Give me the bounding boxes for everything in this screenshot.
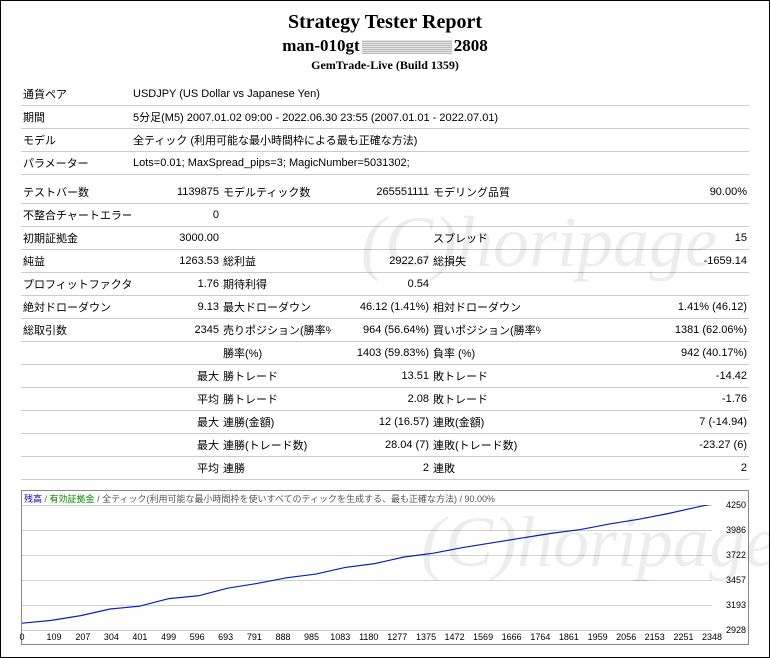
avg-cons-win-value: 2 (331, 457, 431, 480)
cons-profit-count-value: 28.04 (7) (331, 434, 431, 457)
period-label: 期間 (21, 106, 131, 129)
spread-label: スプレッド (431, 227, 541, 250)
symbol-label: 通貨ペア (21, 83, 131, 106)
cons-loss-money-value: 7 (-14.94) (541, 411, 749, 434)
avg-profit-value: 2.08 (331, 388, 431, 411)
avg-loss-value: -1.76 (541, 388, 749, 411)
largest-label: 最大 (131, 365, 221, 388)
legend-equity: 有効証拠金 (50, 494, 95, 504)
rel-dd-label: 相対ドローダウン (431, 296, 541, 319)
quality-label: モデリング品質 (431, 181, 541, 204)
bars-label: テストバー数 (21, 181, 131, 204)
build-info: GemTrade-Live (Build 1359) (21, 58, 749, 73)
period-value: 5分足(M5) 2007.01.02 09:00 - 2022.06.30 23… (131, 106, 749, 129)
largest-loss-label: 敗トレード (431, 365, 541, 388)
strategy-prefix: man-010gt (282, 36, 359, 55)
quality-value: 90.00% (541, 181, 749, 204)
cons-loss-money-label: 連敗(金額) (431, 411, 541, 434)
cons-profit-money-label: 連勝(金額) (221, 411, 331, 434)
avg-cons-loss-value: 2 (541, 457, 749, 480)
stats-table: テストバー数1139875 モデルティック数265551111 モデリング品質9… (21, 181, 749, 480)
rel-dd-value: 1.41% (46.12) (541, 296, 749, 319)
parameters-value: Lots=0.01; MaxSpread_pips=3; MagicNumber… (131, 152, 749, 175)
total-trades-value: 2345 (131, 319, 221, 342)
pf-label: プロフィットファクタ (21, 273, 131, 296)
legend-rest: / 全ティック(利用可能な最小時間枠を使いすべてのティックを生成する、最も正確な… (97, 494, 495, 504)
abs-dd-label: 絶対ドローダウン (21, 296, 131, 319)
ticks-value: 265551111 (331, 181, 431, 204)
max-label-2: 最大 (131, 411, 221, 434)
strategy-name: man-010gt 2808 (21, 36, 749, 56)
cons-loss-count-value: -23.27 (6) (541, 434, 749, 457)
short-label: 売りポジション(勝率%) (221, 319, 331, 342)
expected-label: 期待利得 (221, 273, 331, 296)
avg-cons-loss-label: 連敗 (431, 457, 541, 480)
max-dd-label: 最大ドローダウン (221, 296, 331, 319)
balance-chart: 残高 / 有効証拠金 / 全ティック(利用可能な最小時間枠を使いすべてのティック… (21, 490, 749, 645)
spread-value: 15 (541, 227, 749, 250)
largest-profit-value: 13.51 (331, 365, 431, 388)
expected-value: 0.54 (331, 273, 431, 296)
abs-dd-value: 9.13 (131, 296, 221, 319)
page-title: Strategy Tester Report (21, 11, 749, 34)
params-table: 通貨ペアUSDJPY (US Dollar vs Japanese Yen) 期… (21, 83, 749, 175)
strategy-suffix: 2808 (454, 36, 488, 55)
symbol-value: USDJPY (US Dollar vs Japanese Yen) (131, 83, 749, 106)
deposit-label: 初期証拠金 (21, 227, 131, 250)
largest-loss-value: -14.42 (541, 365, 749, 388)
total-trades-label: 総取引数 (21, 319, 131, 342)
model-value: 全ティック (利用可能な最小時間枠による最も正確な方法) (131, 129, 749, 152)
loss-trades-label: 負率 (%) (431, 342, 541, 365)
legend-balance: 残高 (24, 494, 42, 504)
cons-profit-money-value: 12 (16.57) (331, 411, 431, 434)
gross-profit-label: 総利益 (221, 250, 331, 273)
gross-loss-value: -1659.14 (541, 250, 749, 273)
profit-trades-value: 1403 (59.83%) (331, 342, 431, 365)
model-label: モデル (21, 129, 131, 152)
redacted-block (362, 40, 452, 54)
gross-loss-label: 総損失 (431, 250, 541, 273)
mismatch-value: 0 (131, 204, 221, 227)
profit-trades-label: 勝率(%) (221, 342, 331, 365)
max-dd-value: 46.12 (1.41%) (331, 296, 431, 319)
avg-label: 平均 (131, 388, 221, 411)
mismatch-label: 不整合チャートエラー (21, 204, 131, 227)
largest-profit-label: 勝トレード (221, 365, 331, 388)
net-label: 純益 (21, 250, 131, 273)
avg-profit-label: 勝トレード (221, 388, 331, 411)
cons-profit-count-label: 連勝(トレード数) (221, 434, 331, 457)
avg-label-2: 平均 (131, 457, 221, 480)
long-value: 1381 (62.06%) (541, 319, 749, 342)
gross-profit-value: 2922.67 (331, 250, 431, 273)
net-value: 1263.53 (131, 250, 221, 273)
long-label: 買いポジション(勝率%) (431, 319, 541, 342)
pf-value: 1.76 (131, 273, 221, 296)
avg-cons-win-label: 連勝 (221, 457, 331, 480)
deposit-value: 3000.00 (131, 227, 221, 250)
avg-loss-label: 敗トレード (431, 388, 541, 411)
bars-value: 1139875 (131, 181, 221, 204)
loss-trades-value: 942 (40.17%) (541, 342, 749, 365)
short-value: 964 (56.64%) (331, 319, 431, 342)
parameters-label: パラメーター (21, 152, 131, 175)
cons-loss-count-label: 連敗(トレード数) (431, 434, 541, 457)
chart-legend: 残高 / 有効証拠金 / 全ティック(利用可能な最小時間枠を使いすべてのティック… (24, 492, 495, 505)
ticks-label: モデルティック数 (221, 181, 331, 204)
max-label-3: 最大 (131, 434, 221, 457)
